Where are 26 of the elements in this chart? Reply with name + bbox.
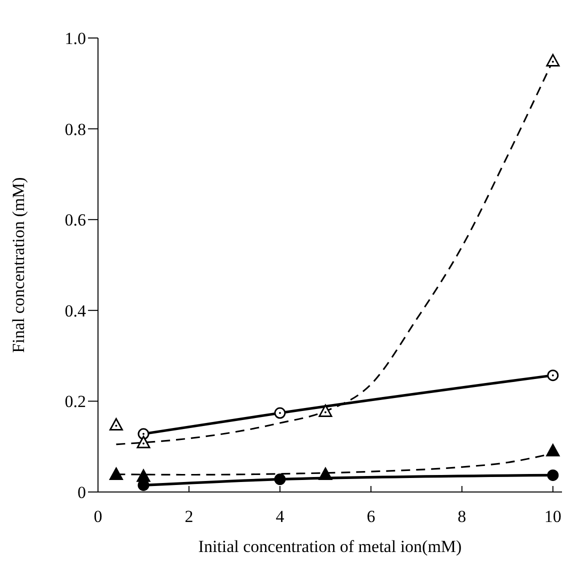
x-tick-label: 0	[94, 507, 102, 526]
x-tick-label: 8	[458, 507, 466, 526]
x-axis-title: Initial concentration of metal ion(mM)	[198, 537, 462, 556]
x-tick-label: 4	[276, 507, 285, 526]
point	[274, 407, 286, 419]
point	[547, 370, 559, 382]
y-tick-label: 0	[78, 483, 86, 502]
y-tick-label: 0.8	[64, 120, 86, 139]
y-axis-title: Final concentration (mM)	[9, 177, 28, 353]
point	[109, 418, 123, 431]
y-tick-label: 1.0	[64, 29, 86, 48]
y-tick-label: 0.2	[64, 392, 86, 412]
point	[546, 54, 560, 66]
x-tick-label: 2	[184, 507, 194, 526]
point	[318, 404, 332, 417]
x-tick-label: 6	[366, 507, 376, 526]
x-tick-label: 10	[544, 507, 562, 526]
point	[318, 468, 332, 480]
point	[136, 436, 150, 448]
point	[547, 469, 559, 481]
point	[109, 468, 123, 480]
y-tick-label: 0.4	[64, 301, 86, 320]
point	[546, 444, 560, 456]
point	[274, 474, 286, 486]
y-tick-label: 0.6	[64, 210, 86, 230]
point	[136, 469, 150, 482]
